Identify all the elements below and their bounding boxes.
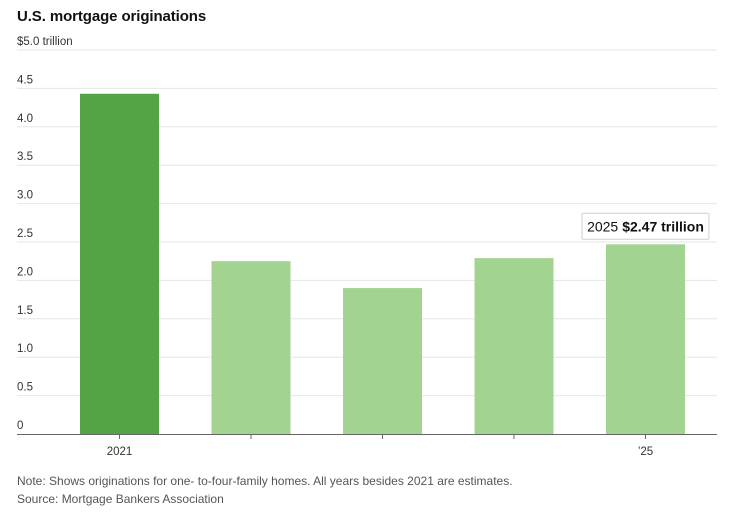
- x-axis-ticks: 2021 ’25: [107, 434, 653, 458]
- x-tick-label: ’25: [638, 446, 653, 458]
- y-tick-label: $5.0 trillion: [17, 36, 73, 48]
- y-tick-label: 0.5: [17, 382, 33, 394]
- y-tick-label: 1.5: [17, 305, 33, 317]
- chart-source: Source: Mortgage Bankers Association: [17, 492, 224, 506]
- chart-title: U.S. mortgage originations: [17, 8, 207, 25]
- bar-2022: [211, 261, 291, 434]
- y-tick-label: 2.5: [17, 228, 33, 240]
- bar-2023: [343, 288, 422, 434]
- y-tick-label: 4.5: [17, 74, 33, 86]
- y-tick-label: 3.0: [17, 190, 33, 202]
- bar-2021: [80, 93, 159, 434]
- y-tick-label: 2.0: [17, 266, 33, 278]
- chart-note: Note: Shows originations for one- to-fou…: [17, 474, 513, 488]
- annotation-year: 2025: [587, 218, 618, 234]
- x-tick-label: 2021: [107, 446, 133, 458]
- y-axis-tick-labels: 0 0.5 1.0 1.5 2.0 2.5 3.0 3.5 4.0 4.5 $5.0 trillio…: [17, 36, 73, 432]
- y-tick-label: 3.5: [17, 151, 33, 163]
- bar-chart: 0 0.5 1.0 1.5 2.0 2.5 3.0 3.5 4.0 4.5 $5.0 trillio…: [17, 36, 717, 458]
- y-tick-label: 1.0: [17, 343, 33, 355]
- annotation-value: $2.47 trillion: [622, 218, 704, 234]
- y-tick-label: 4.0: [17, 113, 33, 125]
- annotation-box: [581, 212, 710, 240]
- y-tick-label: 0: [17, 420, 23, 432]
- value-annotation: 2025 $2.47 trillion: [581, 212, 710, 240]
- bar-2025: [606, 244, 685, 434]
- bar-2024: [474, 258, 554, 434]
- annotation-text: 2025 $2.47 trillion: [587, 218, 704, 234]
- bars: [80, 93, 685, 434]
